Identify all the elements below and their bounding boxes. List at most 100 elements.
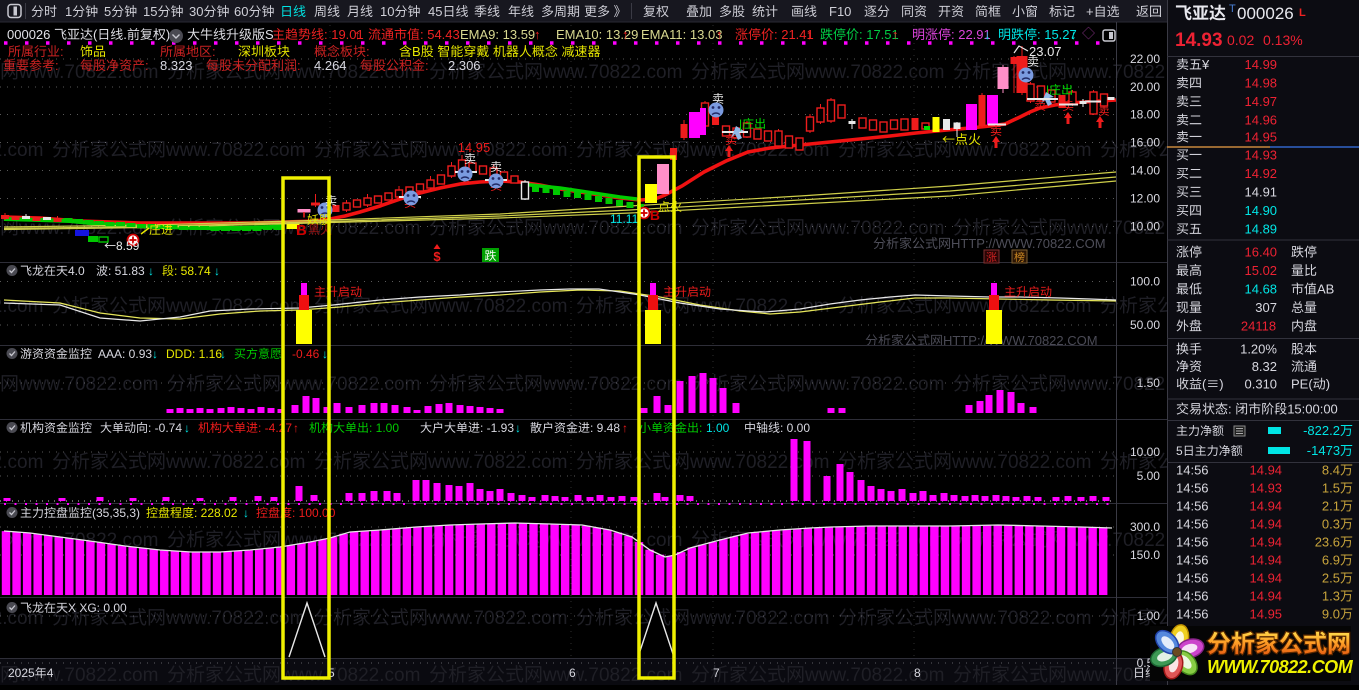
svg-text:www.70822.com: www.70822.com <box>0 296 43 317</box>
svg-text:30: 30 <box>189 4 203 19</box>
svg-text:2.306: 2.306 <box>448 58 481 73</box>
svg-text:14:56: 14:56 <box>1176 481 1209 496</box>
svg-text:EMA9: 13.59: EMA9: 13.59 <box>460 27 535 42</box>
svg-text:16.00: 16.00 <box>1130 136 1160 150</box>
svg-text:: 22.91: : 22.91 <box>951 27 991 42</box>
svg-text:14.96: 14.96 <box>1245 113 1278 128</box>
svg-text:8.323: 8.323 <box>160 58 193 73</box>
svg-text:14.97: 14.97 <box>1245 94 1278 109</box>
svg-text::: : <box>366 44 370 59</box>
svg-text::: : <box>60 44 64 59</box>
svg-text:: 54.43: : 54.43 <box>420 27 460 42</box>
svg-text:18.00: 18.00 <box>1130 108 1160 122</box>
svg-text:WWW.70822.COM: WWW.70822.COM <box>1207 657 1354 677</box>
svg-text:www.70822.com: www.70822.com <box>427 452 567 473</box>
svg-text::: : <box>425 58 429 73</box>
svg-text:14.90: 14.90 <box>1245 203 1278 218</box>
svg-text:1: 1 <box>65 4 72 19</box>
svg-text:): ) <box>1219 377 1223 392</box>
svg-text:www.70822.com: www.70822.com <box>0 140 43 161</box>
svg-text:24118: 24118 <box>1241 319 1276 334</box>
svg-text:(35,35,3): (35,35,3) <box>92 506 140 520</box>
svg-text:9.0: 9.0 <box>1322 607 1340 622</box>
svg-text:↓: ↓ <box>243 506 249 520</box>
svg-text::: : <box>297 58 301 73</box>
svg-text:14.93: 14.93 <box>1250 481 1283 496</box>
svg-text:www.70822.com: www.70822.com <box>804 665 944 685</box>
svg-text:↓: ↓ <box>214 264 220 278</box>
svg-text:www.70822.com: www.70822.com <box>951 140 1091 161</box>
svg-text:8.59: 8.59 <box>116 239 140 253</box>
svg-text:23.6: 23.6 <box>1315 535 1340 550</box>
svg-text::: : <box>55 58 59 73</box>
svg-text:14:56: 14:56 <box>1176 553 1209 568</box>
svg-text:14:56: 14:56 <box>1176 571 1209 586</box>
svg-text:HTTP://WWW.70822.COM: HTTP://WWW.70822.COM <box>943 333 1098 348</box>
svg-text:↑: ↑ <box>293 421 299 435</box>
svg-text:50.00: 50.00 <box>1130 318 1160 332</box>
svg-text:T: T <box>1229 3 1236 15</box>
svg-text:↓: ↓ <box>322 347 328 361</box>
svg-text:DDD: 1.16: DDD: 1.16 <box>166 347 222 361</box>
svg-text:|: | <box>739 117 742 131</box>
svg-text:10: 10 <box>380 4 394 19</box>
svg-text:2.1: 2.1 <box>1322 499 1340 514</box>
svg-text::: : <box>212 44 216 59</box>
svg-text:: 17.51: : 17.51 <box>859 27 899 42</box>
svg-text:14.68: 14.68 <box>1245 282 1278 297</box>
svg-text:www.70822.com: www.70822.com <box>18 374 158 395</box>
svg-text:↑: ↑ <box>622 421 628 435</box>
svg-text:14.93: 14.93 <box>1245 148 1278 163</box>
svg-text:AAA: 0.93: AAA: 0.93 <box>98 347 152 361</box>
svg-text:↓: ↓ <box>1070 27 1077 42</box>
svg-text:www.70822.com: www.70822.com <box>951 452 1091 473</box>
svg-text:11.11: 11.11 <box>610 212 639 226</box>
svg-text:www.70822.com: www.70822.com <box>427 140 567 161</box>
svg-text:www.70822.com: www.70822.com <box>804 218 944 239</box>
svg-text:45: 45 <box>428 4 442 19</box>
svg-text:B: B <box>412 44 421 59</box>
svg-text:↓: ↓ <box>148 264 154 278</box>
svg-text:14.89: 14.89 <box>1245 222 1278 237</box>
svg-text:14.95: 14.95 <box>1245 130 1278 145</box>
svg-text:000026: 000026 <box>1237 4 1294 23</box>
svg-text:22.00: 22.00 <box>1130 52 1160 66</box>
svg-text:-1473: -1473 <box>1307 443 1340 458</box>
svg-text:↓: ↓ <box>984 27 991 42</box>
svg-text:14:56: 14:56 <box>1176 463 1209 478</box>
svg-text:¥: ¥ <box>1201 57 1210 72</box>
svg-text:0.310: 0.310 <box>1245 377 1278 392</box>
svg-text:1.00: 1.00 <box>1137 609 1161 623</box>
svg-text:↓: ↓ <box>515 421 521 435</box>
svg-text:14.94: 14.94 <box>1250 463 1283 478</box>
svg-text:: 51.83: : 51.83 <box>108 264 145 278</box>
svg-text:HTTP://WWW.70822.COM: HTTP://WWW.70822.COM <box>951 236 1106 251</box>
svg-text:B: B <box>650 207 660 223</box>
svg-text:↑: ↑ <box>716 27 723 42</box>
svg-text:: 19.01: : 19.01 <box>324 27 364 42</box>
svg-text:14:56: 14:56 <box>1176 607 1209 622</box>
svg-text:14.91: 14.91 <box>1245 185 1278 200</box>
svg-text:0.02: 0.02 <box>1227 32 1254 48</box>
svg-text:14.94: 14.94 <box>1250 553 1283 568</box>
svg-text:14.94: 14.94 <box>1250 535 1283 550</box>
svg-text:: 228.02: : 228.02 <box>194 506 238 520</box>
svg-text:20.00: 20.00 <box>1130 80 1160 94</box>
svg-text:5: 5 <box>1176 444 1183 458</box>
svg-text:8: 8 <box>914 666 921 680</box>
svg-text:10.00: 10.00 <box>1130 445 1160 459</box>
svg-text:EMA10: 13.29: EMA10: 13.29 <box>556 27 638 42</box>
svg-text:6.9: 6.9 <box>1322 553 1340 568</box>
svg-text:14.99: 14.99 <box>1245 57 1278 72</box>
svg-text:www.70822.com: www.70822.com <box>542 218 682 239</box>
svg-text:15.02: 15.02 <box>1245 263 1278 278</box>
svg-text:: 58.74: : 58.74 <box>174 264 211 278</box>
svg-text:1.3: 1.3 <box>1322 589 1340 604</box>
svg-text:www.70822.com: www.70822.com <box>280 62 420 83</box>
svg-text:www.70822.com: www.70822.com <box>280 665 420 685</box>
svg-text:www.70822.com: www.70822.com <box>804 62 944 83</box>
svg-text:4.264: 4.264 <box>314 58 347 73</box>
svg-text:www.70822.com: www.70822.com <box>427 296 567 317</box>
svg-text:100.0: 100.0 <box>1130 275 1160 289</box>
svg-text:F10: F10 <box>829 4 851 19</box>
